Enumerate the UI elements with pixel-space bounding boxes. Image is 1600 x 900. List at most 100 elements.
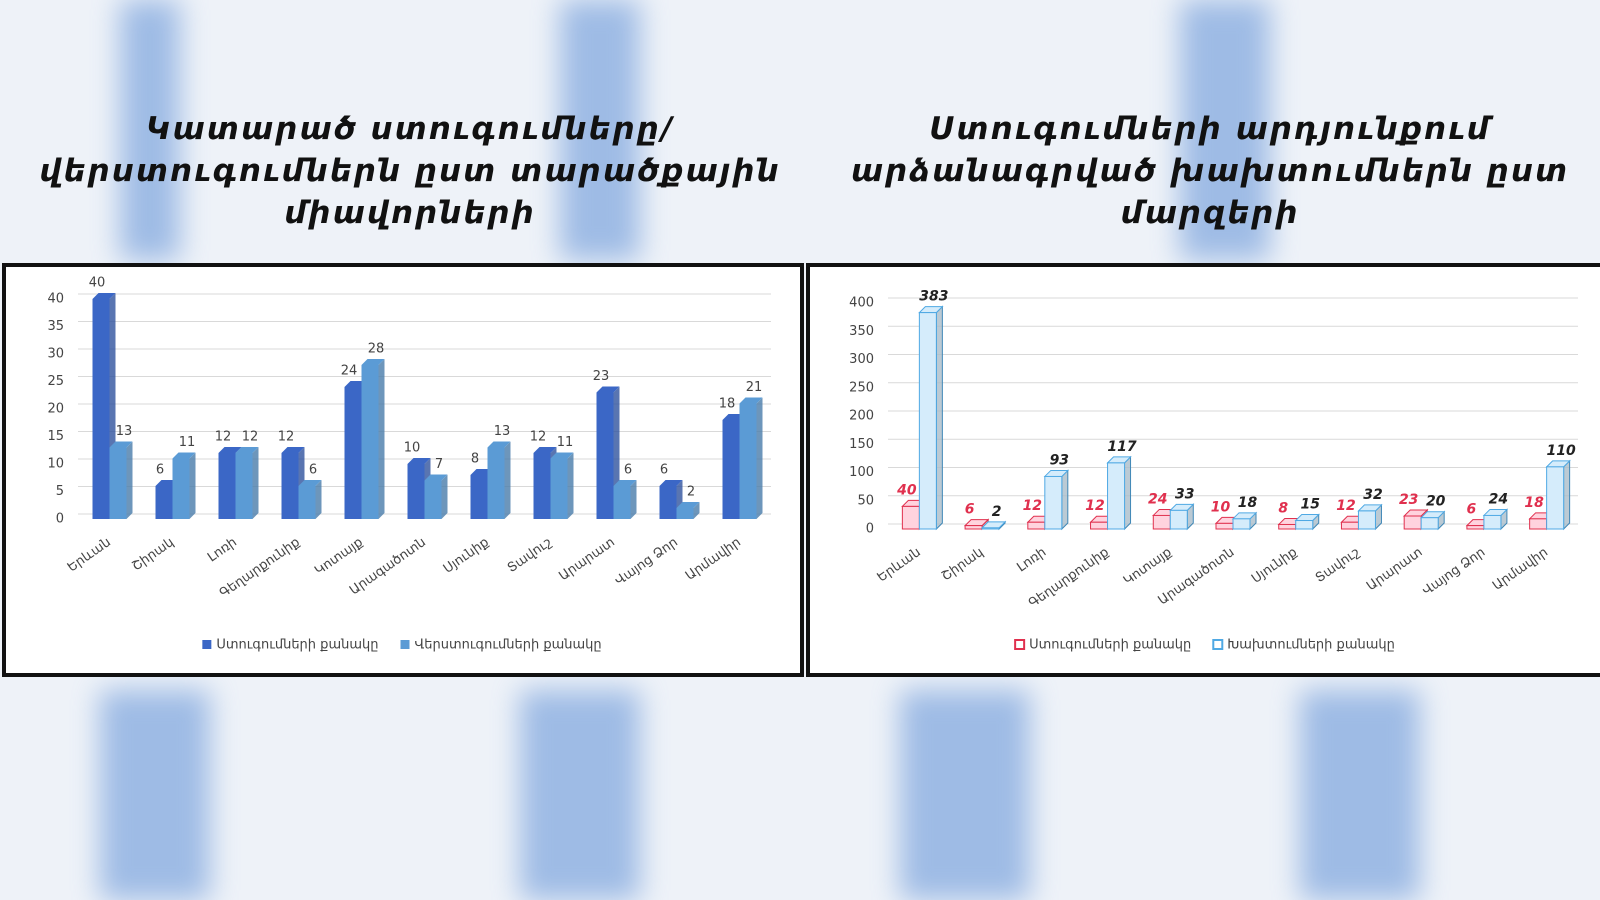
x-tick-label: Տավուշ — [1313, 545, 1363, 586]
bar — [344, 387, 362, 519]
chart-title: Ստուգումների արդյունքում արձանագրված խախ… — [850, 111, 1570, 231]
data-label: 13 — [494, 424, 511, 439]
data-label: 6 — [156, 463, 164, 478]
bar — [235, 453, 253, 519]
data-label: 28 — [368, 342, 385, 357]
bar-side — [504, 441, 511, 519]
background-bar — [560, 0, 640, 260]
bar — [92, 299, 110, 519]
bar — [739, 403, 757, 519]
bar-top — [659, 480, 683, 486]
x-tick-label: Երևան — [65, 535, 114, 576]
y-tick-label: 5 — [56, 484, 64, 499]
bar — [613, 486, 631, 519]
x-tick-label: Շիրակ — [939, 545, 986, 584]
x-tick-label: Շիրակ — [130, 535, 177, 574]
data-label: 40 — [896, 482, 917, 498]
bar-top — [281, 447, 305, 453]
y-tick-label: 200 — [849, 409, 874, 424]
bar — [1027, 521, 1046, 530]
y-tick-label: 20 — [47, 402, 64, 417]
background-bar — [1300, 690, 1420, 900]
bar — [361, 365, 379, 519]
chart: 0 5 10 15 20 25 30 35 40 Երևան 40 13 Շիրակ 6 11 Լոռի 12 1… — [47, 276, 771, 653]
bar — [1357, 510, 1376, 530]
data-label: 18 — [1238, 495, 1258, 511]
legend-label: Խախտումների քանակը — [1227, 638, 1395, 653]
x-tick-label: Արմավիր — [683, 535, 744, 584]
bar — [1420, 517, 1439, 530]
bar-side — [1563, 459, 1571, 531]
y-tick-label: 100 — [849, 465, 874, 480]
data-label: 2 — [992, 504, 1002, 520]
data-label: 12 — [1336, 498, 1355, 514]
chart: 0 50 100 150 200 250 300 350 400 Երևան 40 383 Շիրակ 6… — [849, 289, 1578, 653]
data-label: 21 — [746, 380, 763, 395]
data-label: 20 — [1426, 494, 1446, 510]
data-label: 12 — [278, 430, 295, 445]
bar — [155, 486, 173, 519]
x-tick-label: Կոտայք — [1121, 545, 1175, 589]
y-tick-label: 35 — [47, 319, 64, 334]
bar-top — [92, 293, 116, 299]
y-tick-label: 15 — [47, 429, 64, 444]
bar — [298, 486, 316, 519]
data-label: 93 — [1050, 452, 1069, 468]
chart-panel: 0 50 100 150 200 250 300 350 400 Երևան 40 383 Շիրակ 6… — [806, 263, 1600, 677]
bar — [1295, 520, 1314, 530]
bar — [1090, 521, 1109, 530]
bar — [550, 458, 568, 519]
y-tick-label: 50 — [857, 493, 874, 508]
legend-label: Ստուգումների քանակը — [216, 638, 378, 653]
bar — [676, 508, 694, 519]
legend-swatch — [1014, 639, 1026, 650]
data-label: 7 — [435, 457, 443, 472]
x-tick-label: Լոռի — [1014, 545, 1049, 576]
data-label: 23 — [593, 369, 610, 384]
y-tick-label: 350 — [849, 324, 874, 339]
x-tick-label: Վայոց Ձոր — [1420, 545, 1488, 599]
data-label: 8 — [471, 452, 479, 467]
y-tick-label: 0 — [866, 522, 874, 537]
bar-side — [693, 502, 700, 519]
legend-label: Վերստուգումների քանակը — [415, 638, 602, 653]
y-tick-label: 10 — [47, 457, 64, 472]
data-label: 33 — [1175, 486, 1194, 502]
bar — [424, 480, 442, 519]
bar-side — [1061, 469, 1069, 531]
background-bar — [900, 690, 1030, 900]
bar-side — [1124, 455, 1132, 531]
x-tick-label: Երևան — [875, 545, 924, 586]
data-label: 40 — [89, 276, 106, 291]
bar — [172, 458, 190, 519]
bar-side — [252, 447, 259, 519]
bar — [218, 453, 236, 519]
bar-side — [441, 474, 448, 519]
bar — [964, 525, 983, 530]
bar — [901, 505, 920, 530]
y-tick-label: 40 — [47, 292, 64, 307]
data-label: 2 — [687, 485, 695, 500]
bar-side — [378, 359, 385, 519]
chart-title: Կատարած ստուգումները/վերստուգումներն ըստ… — [39, 111, 781, 231]
bar-side — [189, 452, 196, 519]
data-label: 12 — [242, 430, 259, 445]
bar-top — [613, 480, 637, 486]
y-tick-label: 30 — [47, 347, 64, 362]
x-tick-label: Արարատ — [1364, 545, 1425, 594]
data-label: 11 — [179, 435, 196, 450]
data-label: 6 — [660, 463, 668, 478]
bar-top — [596, 386, 620, 393]
bar — [1152, 514, 1171, 530]
data-label: 10 — [1211, 499, 1231, 515]
x-tick-label: Արարատ — [556, 535, 617, 584]
data-label: 23 — [1399, 492, 1418, 508]
data-label: 12 — [215, 430, 232, 445]
data-label: 18 — [1524, 495, 1544, 511]
bar-top — [218, 447, 242, 453]
y-tick-label: 300 — [849, 352, 874, 367]
x-tick-label: Տավուշ — [505, 535, 555, 576]
data-label: 8 — [1278, 500, 1288, 516]
bar-side — [630, 480, 637, 519]
y-tick-label: 400 — [849, 296, 874, 311]
